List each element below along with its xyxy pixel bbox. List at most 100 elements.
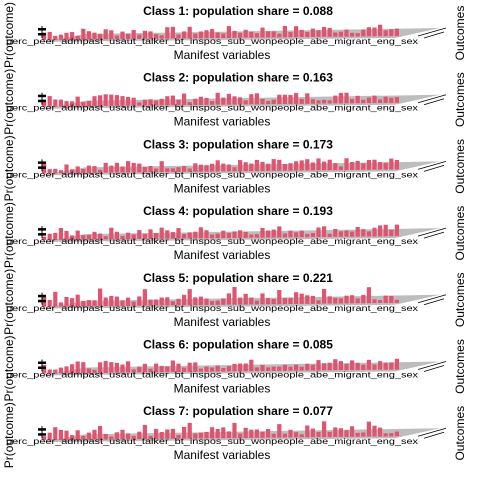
bar [75, 294, 80, 307]
bar [294, 292, 299, 304]
bar [277, 366, 282, 371]
bar [249, 429, 254, 438]
bar [366, 97, 371, 104]
panel-title: Class 1: population share = 0.088 [143, 4, 333, 18]
bar [266, 367, 271, 371]
x-tick-labels: perc_peer_admpast_usaut_talker_bt_inspos… [6, 303, 419, 313]
bar [260, 228, 265, 238]
bar [159, 432, 164, 439]
bar [198, 368, 203, 372]
bar [288, 366, 293, 371]
bar [198, 96, 203, 105]
bar [53, 99, 58, 107]
z-axis-guides [417, 94, 447, 106]
bar [378, 24, 383, 37]
bar [355, 362, 360, 370]
bar [355, 227, 360, 237]
bar [232, 231, 237, 238]
bar [333, 359, 338, 371]
bar [338, 92, 343, 104]
bar [232, 363, 237, 372]
bar [58, 99, 63, 107]
bar [383, 433, 388, 437]
bar [355, 33, 360, 37]
bar [137, 163, 142, 173]
bar [148, 166, 153, 173]
bar [210, 427, 215, 439]
bar [372, 95, 377, 103]
bar [232, 96, 237, 105]
bar [193, 98, 198, 105]
bar [310, 428, 315, 438]
z-axis-guides [417, 361, 447, 372]
bar [310, 28, 315, 37]
bar [327, 431, 332, 438]
bar [310, 295, 315, 304]
bar [378, 361, 383, 370]
panel-title: Class 7: population share = 0.077 [143, 404, 333, 418]
bar [282, 433, 287, 438]
bar [86, 31, 91, 40]
bar [114, 432, 119, 440]
bar [182, 31, 187, 39]
bar [120, 166, 125, 173]
bar [350, 99, 355, 104]
bar [64, 430, 69, 440]
bar [81, 169, 86, 173]
panel-title: Class 3: population share = 0.173 [143, 137, 333, 151]
bar [64, 297, 69, 307]
bar [42, 364, 47, 374]
bar [42, 99, 47, 107]
bar [148, 31, 153, 39]
bar [266, 31, 271, 38]
bar [355, 298, 360, 304]
bar [210, 301, 215, 305]
bar [221, 368, 226, 372]
bar [260, 161, 265, 171]
bar [193, 33, 198, 39]
bar [126, 297, 131, 306]
bar [338, 298, 343, 304]
bar [159, 297, 164, 306]
bar [187, 102, 192, 106]
bar [58, 302, 63, 307]
bar [294, 432, 299, 438]
bar [238, 230, 243, 238]
bar [187, 362, 192, 372]
bar [165, 230, 170, 239]
class-panel-6: Class 6: population share = 0.085 perc_pe… [6, 338, 467, 396]
bar [243, 100, 248, 105]
bar [198, 31, 203, 39]
bar [378, 99, 383, 103]
bar [120, 31, 125, 40]
bar [120, 364, 125, 373]
bar [322, 27, 327, 37]
bar [327, 296, 332, 304]
bar [53, 427, 58, 441]
bar [316, 100, 321, 104]
bar [316, 30, 321, 37]
bar [70, 364, 75, 374]
class-panel-5: Class 5: population share = 0.221 perc_pe… [6, 271, 467, 329]
bar [159, 365, 164, 373]
bar [333, 32, 338, 37]
bar [238, 297, 243, 305]
x-tick-labels: perc_peer_admpast_usaut_talker_bt_inspos… [6, 370, 419, 380]
bar [176, 434, 181, 439]
bar [383, 30, 388, 37]
bar [215, 233, 220, 239]
bar [86, 165, 91, 173]
bar [266, 429, 271, 438]
bar [64, 164, 69, 174]
bar [299, 366, 304, 371]
bar [165, 96, 170, 106]
bar [47, 233, 52, 240]
bar [126, 97, 131, 106]
class-panel-4: Class 4: population share = 0.193 perc_pe… [6, 204, 467, 262]
bar [142, 99, 147, 106]
bar [53, 369, 58, 374]
bar [114, 95, 119, 106]
bar [226, 232, 231, 239]
bar [389, 433, 394, 437]
bar [372, 299, 377, 304]
